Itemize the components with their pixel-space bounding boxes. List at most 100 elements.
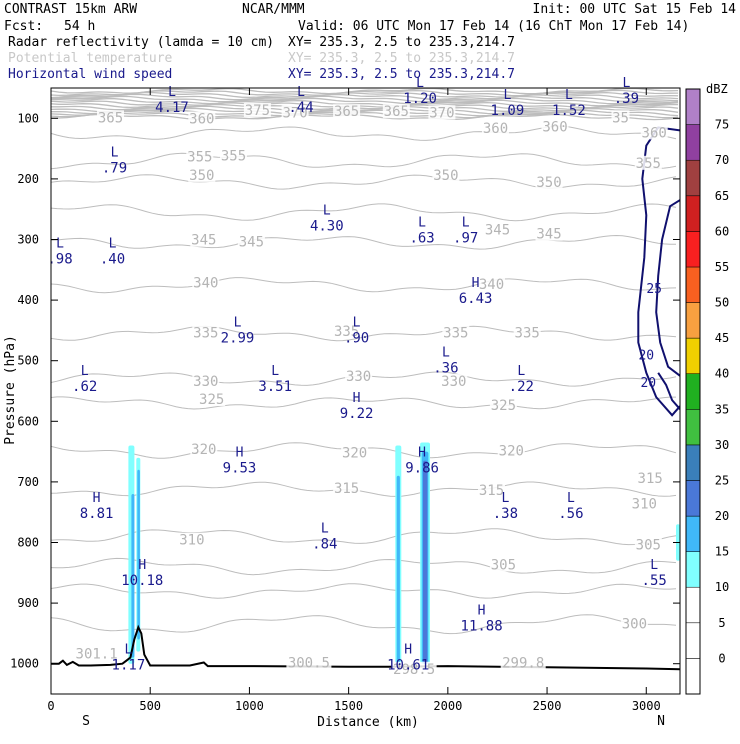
theta-contour-label: 300: [622, 616, 647, 632]
theta-contour-label: 315: [638, 471, 663, 487]
theta-contour-label: 305: [491, 558, 516, 574]
theta-contour-labels: 365 360 375 370 365 365 370 360 360 35 360 355 355 35…: [74, 103, 668, 678]
terrain-line: [51, 624, 680, 671]
theta-label-bg: [190, 441, 218, 456]
theta-contour-label: 360: [642, 125, 667, 141]
theta-contour-label: 315: [334, 481, 359, 497]
wind-extremum-type: L: [271, 364, 279, 379]
theta-band-line: [51, 93, 679, 101]
theta-contour-label: 365: [98, 110, 123, 126]
colorbar-segment: [685, 159, 701, 197]
wind-extremum-type: L: [442, 346, 450, 361]
theta-label-bg: [391, 661, 437, 676]
wind-extremum-value: .40: [100, 252, 125, 268]
theta-contour-label: 335: [193, 325, 218, 341]
colorbar-tick-label: 50: [715, 296, 729, 310]
wind-extremum-value: .44: [288, 100, 313, 116]
theta-label-bg: [535, 226, 563, 241]
theta-label-bg: [513, 325, 541, 340]
colorbar-tick-label: 30: [715, 438, 729, 452]
theta-contour-label: 35: [612, 110, 629, 126]
theta-contour-label: 330: [441, 374, 466, 390]
wind-extremum-value: 10.61: [387, 658, 429, 674]
wind-extremum-value: 9.53: [223, 461, 257, 477]
colorbar-segment: [685, 88, 701, 125]
theta-contour-line: [51, 325, 677, 342]
theta-band-line: [51, 95, 679, 103]
theta-label-bg: [428, 105, 456, 120]
wind-extremum-type: L: [124, 643, 132, 658]
colorbar-tick-label: 75: [715, 118, 729, 132]
theta-contour-label: 345: [536, 227, 561, 243]
theta-label-bg: [286, 655, 332, 670]
theta-contour-label: 350: [433, 168, 458, 184]
theta-contour-label: 330: [193, 374, 218, 390]
theta-contour-label: 360: [542, 119, 567, 135]
theta-contour-label: 345: [239, 235, 264, 251]
theta-label-bg: [432, 167, 460, 182]
wind-extremum-value: 9.86: [405, 461, 439, 477]
colorbar-tick-label: 65: [715, 189, 729, 203]
theta-contour-label: 345: [191, 233, 216, 249]
theta-contour-label: 335: [515, 325, 540, 341]
colorbar-tick-label: 40: [715, 367, 729, 381]
theta-contour-label: 301.1: [76, 647, 118, 663]
theta-label-bg: [634, 155, 662, 170]
wind-extremum-value: .62: [72, 379, 97, 395]
colorbar-segment: [685, 515, 701, 552]
wind-extremum-type: H: [138, 558, 146, 573]
theta-contour-line: [51, 125, 677, 141]
colorbar-tick-label: 15: [715, 545, 729, 559]
wind-extremum-type: L: [81, 364, 89, 379]
theta-contour-label: 310: [632, 496, 657, 512]
theta-label-bg: [237, 234, 265, 249]
wind-contours: 25 20 20: [637, 126, 680, 417]
colorbar: 0 5 10 15 20 25 30 35 40 45 50 55 60 65 70 75: [685, 88, 729, 695]
wind-extremum-type: L: [111, 146, 119, 161]
colorbar-tick-label: 55: [715, 260, 729, 274]
theta-contour-label: 355: [187, 150, 212, 166]
init-time: Init: 00 UTC Sat 15 Feb 14: [533, 2, 737, 17]
wind-contour-line: [657, 372, 680, 410]
colorbar-tick-label: 70: [715, 153, 729, 167]
wind-extremum-type: L: [234, 315, 242, 330]
wind-contour-label: 20: [638, 349, 654, 364]
theta-label-bg: [281, 105, 309, 120]
colorbar-segment: [685, 231, 701, 268]
theta-band-line: [51, 103, 678, 111]
theta-contour-line: [51, 174, 677, 190]
wind-extremum-type: H: [404, 643, 412, 658]
y-axis-label: Pressure (hPa): [3, 335, 18, 445]
wind-extremum-value: 1.09: [491, 103, 525, 119]
theta-contour-line: [51, 203, 677, 222]
theta-label-bg: [611, 110, 630, 125]
theta-contour-label: 360: [189, 112, 214, 128]
wind-extremum-type: H: [236, 446, 244, 461]
wind-extremum-type: L: [517, 364, 525, 379]
wind-extremum-value: .36: [433, 361, 458, 377]
fcst-value: 54 h: [64, 19, 95, 34]
wind-extremum-type: L: [567, 491, 575, 506]
theta-label-bg: [192, 275, 220, 290]
theta-contour-line: [51, 557, 677, 576]
colorbar-unit: dBZ: [706, 82, 728, 96]
theta-contour-label: 345: [485, 222, 510, 238]
wind-extremum-value: 1.17: [112, 658, 146, 674]
y-tick-label: 900: [17, 596, 39, 610]
theta-contour-label: 300.5: [288, 656, 330, 672]
colorbar-tick-label: 5: [718, 616, 725, 630]
wind-extremum-type: L: [56, 237, 64, 252]
theta-contour-label: 360: [483, 121, 508, 137]
theta-contour-line: [51, 583, 677, 599]
theta-contour-line: [51, 277, 677, 294]
colorbar-segment: [685, 195, 701, 232]
theta-label-bg: [333, 324, 361, 339]
wind-extremum-value: .84: [312, 536, 337, 552]
wind-extremum-type: H: [418, 446, 426, 461]
wind-extremum-type: L: [168, 85, 176, 100]
theta-label-bg: [634, 537, 662, 552]
wind-extremum-value: .98: [47, 252, 72, 268]
x-axis-label: Distance (km): [317, 715, 419, 730]
colorbar-segment: [685, 622, 701, 659]
